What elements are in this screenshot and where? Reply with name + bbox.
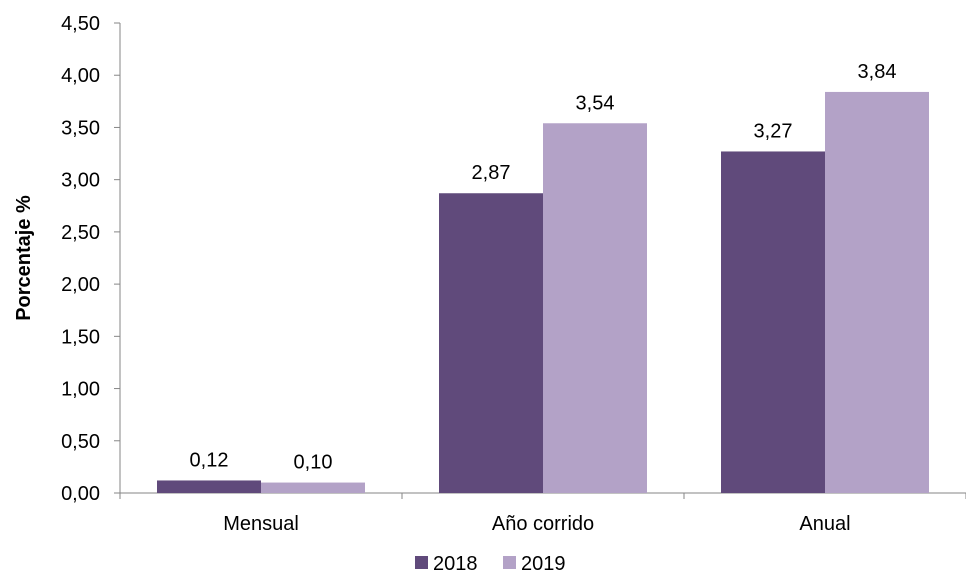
x-tick-label: Anual: [799, 513, 850, 535]
x-axis: Mensual Año corrido Anual: [119, 492, 966, 535]
y-tick-label: 2,00: [61, 274, 100, 296]
bar-2019: [261, 482, 365, 493]
y-axis-title: Porcentaje %: [13, 195, 35, 321]
data-labels: 0,12 0,10 2,87 3,54 3,27 3,84: [190, 61, 897, 474]
legend: 2018 2019: [415, 553, 566, 575]
y-axis: 0,00 0,50 1,00 1,50 2,00 2,50 3,00 3,50 4,00 4,50: [61, 13, 121, 505]
bar-2018: [721, 151, 825, 493]
data-label: 3,27: [754, 120, 793, 142]
data-label: 0,10: [294, 452, 333, 474]
y-tick-label: 3,00: [61, 170, 100, 192]
y-tick-label: 4,00: [61, 65, 100, 87]
legend-label: 2019: [521, 553, 566, 575]
bar-2019: [825, 91, 929, 493]
data-label: 0,12: [190, 449, 229, 471]
bar-2019: [543, 123, 647, 494]
y-tick-label: 3,50: [61, 117, 100, 139]
data-label: 2,87: [472, 162, 511, 184]
x-tick-label: Año corrido: [492, 513, 594, 535]
data-label: 3,84: [858, 61, 897, 83]
y-tick-label: 1,50: [61, 326, 100, 348]
bar-2018: [439, 193, 543, 493]
y-tick-label: 2,50: [61, 222, 100, 244]
legend-swatch: [415, 556, 428, 569]
bars: [157, 91, 929, 494]
bar-2018: [157, 480, 261, 493]
y-tick-label: 1,00: [61, 379, 100, 401]
y-tick-label: 0,00: [61, 483, 100, 505]
legend-label: 2018: [433, 553, 478, 575]
y-tick-label: 0,50: [61, 431, 100, 453]
legend-swatch: [503, 556, 516, 569]
y-tick-label: 4,50: [61, 13, 100, 35]
x-tick-label: Mensual: [223, 513, 299, 535]
data-label: 3,54: [576, 92, 615, 114]
